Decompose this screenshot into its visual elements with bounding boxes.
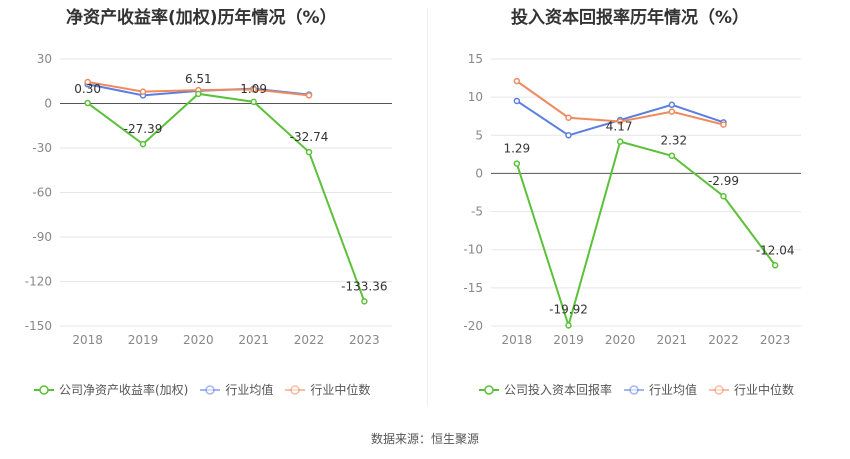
roe-data-label-2: 6.51 xyxy=(185,72,212,86)
roic-legend-item-company[interactable]: 公司投入资本回报率 xyxy=(478,381,612,398)
roe-series-company-point-2[interactable] xyxy=(195,90,202,98)
roic-legend-item-median[interactable]: 行业中位数 xyxy=(708,381,794,398)
roic-x-tick-1: 2019 xyxy=(553,333,584,347)
roic-series-company-point-4[interactable] xyxy=(720,192,727,200)
roic-x-tick-0: 2018 xyxy=(502,333,533,347)
roe-series-median-point-0[interactable] xyxy=(84,78,91,86)
roe-x-tick-0: 2018 xyxy=(72,333,103,347)
roic-series-average-point-0[interactable] xyxy=(513,97,521,105)
roe-chart: 30 0 -30 -60 -90 -120 -150 2018 2019 2020 2021 2022… xyxy=(25,52,392,347)
roic-data-label-0: 1.29 xyxy=(503,142,530,156)
roic-y-tick-6: -15 xyxy=(463,281,483,295)
roe-series-company-point-5[interactable] xyxy=(361,298,368,305)
roe-series-company-point-1[interactable] xyxy=(139,140,147,148)
roe-series-median-point-3[interactable] xyxy=(250,86,257,93)
roic-series-median-point-2[interactable] xyxy=(616,118,624,125)
roic-series-median-point-3[interactable] xyxy=(668,108,676,115)
roe-y-tick-6: -150 xyxy=(25,319,52,333)
roic-y-tick-3: 0 xyxy=(475,166,483,180)
roe-legend-item-median[interactable]: 行业中位数 xyxy=(284,381,370,398)
roic-legend: 公司投入资本回报率 行业均值 行业中位数 xyxy=(478,381,794,398)
roic-series-company-point-5[interactable] xyxy=(771,262,779,269)
roic-series-company-point-1[interactable] xyxy=(565,322,572,329)
roe-y-tick-5: -120 xyxy=(25,275,52,289)
roic-y-tick-1: 10 xyxy=(468,90,483,104)
legend-line-marker-icon xyxy=(624,384,645,395)
roe-legend-label-median: 行业中位数 xyxy=(310,383,371,397)
roe-series-company-point-3[interactable] xyxy=(250,98,257,106)
roic-data-label-5: -12.04 xyxy=(756,243,795,257)
roe-data-label-3: 1.09 xyxy=(240,82,267,96)
roic-y-tick-0: 15 xyxy=(468,52,483,66)
roic-series-company-line xyxy=(515,140,776,329)
roe-y-tick-4: -90 xyxy=(32,230,52,244)
roe-x-tick-1: 2019 xyxy=(128,333,159,347)
roic-data-label-4: -2.99 xyxy=(708,174,739,188)
roe-y-tick-0: 30 xyxy=(37,52,52,66)
roic-series-average-point-3[interactable] xyxy=(668,101,676,109)
roic-data-label-2: 4.17 xyxy=(606,120,633,134)
legend-line-marker-icon xyxy=(285,384,306,395)
roe-y-tick-2: -30 xyxy=(32,141,52,155)
legend-line-marker-icon xyxy=(479,384,499,395)
roe-series-company-point-0[interactable] xyxy=(84,99,91,107)
roic-series-median-point-0[interactable] xyxy=(513,77,521,85)
legend-line-marker-icon xyxy=(34,384,54,395)
chart-title-roe: 净资产收益率(加权)历年情况（%） xyxy=(66,8,337,28)
legend-line-marker-icon xyxy=(709,384,730,395)
roic-data-label-3: 2.32 xyxy=(660,134,687,148)
roic-chart: 15 10 5 0 -5 -10 -15 -20 2018 2019 2020 2021 2022 202… xyxy=(463,52,801,347)
roe-data-label-1: -27.39 xyxy=(124,122,163,136)
roic-legend-label-median: 行业中位数 xyxy=(734,383,795,397)
legend-line-marker-icon xyxy=(200,384,221,395)
roe-series-median-point-4[interactable] xyxy=(305,92,313,99)
roe-data-label-5: -133.36 xyxy=(341,279,387,293)
chart-title-roic: 投入资本回报率历年情况（%） xyxy=(511,8,750,28)
roe-y-tick-3: -60 xyxy=(32,186,52,200)
roic-x-tick-3: 2021 xyxy=(657,333,688,347)
roic-data-label-1: -19.92 xyxy=(549,302,588,316)
roe-series-company-point-4[interactable] xyxy=(305,148,313,156)
roic-series-median-point-4[interactable] xyxy=(720,121,727,128)
chart-divider xyxy=(427,8,428,406)
roic-x-tick-5: 2023 xyxy=(760,333,791,347)
roe-x-tick-4: 2022 xyxy=(294,333,325,347)
roe-x-tick-2: 2020 xyxy=(183,333,214,347)
roe-x-tick-3: 2021 xyxy=(238,333,269,347)
roic-series-company-point-3[interactable] xyxy=(668,152,676,159)
roic-legend-label-average: 行业均值 xyxy=(649,383,698,397)
roe-legend-item-company[interactable]: 公司净资产收益率(加权) xyxy=(33,381,188,398)
roe-legend-item-average[interactable]: 行业均值 xyxy=(199,381,273,398)
roe-x-tick-5: 2023 xyxy=(349,333,380,347)
roic-series-company-point-0[interactable] xyxy=(513,160,521,167)
data-source-note: 数据来源：恒生聚源 xyxy=(370,432,479,446)
roe-series-company-line xyxy=(87,92,366,302)
roe-data-label-0: 0.30 xyxy=(74,82,101,96)
roic-legend-item-average[interactable]: 行业均值 xyxy=(623,381,697,398)
roe-legend: 公司净资产收益率(加权) 行业均值 行业中位数 xyxy=(33,381,370,398)
roic-y-tick-7: -20 xyxy=(463,319,483,333)
roic-series-company-point-2[interactable] xyxy=(616,138,624,145)
roe-series-median-point-1[interactable] xyxy=(139,88,147,95)
roic-y-tick-2: 5 xyxy=(475,128,483,142)
roe-legend-label-average: 行业均值 xyxy=(225,383,274,397)
roic-series-average-point-1[interactable] xyxy=(565,132,572,139)
roe-y-tick-1: 0 xyxy=(44,97,52,111)
roic-y-tick-5: -10 xyxy=(463,243,483,257)
roic-x-tick-2: 2020 xyxy=(605,333,636,347)
roic-series-median-point-1[interactable] xyxy=(565,114,572,121)
roic-legend-label-company: 公司投入资本回报率 xyxy=(504,383,613,397)
roe-legend-label-company: 公司净资产收益率(加权) xyxy=(59,383,189,397)
roic-y-tick-4: -5 xyxy=(471,205,483,219)
roe-data-label-4: -32.74 xyxy=(290,130,329,144)
roic-x-tick-4: 2022 xyxy=(708,333,739,347)
